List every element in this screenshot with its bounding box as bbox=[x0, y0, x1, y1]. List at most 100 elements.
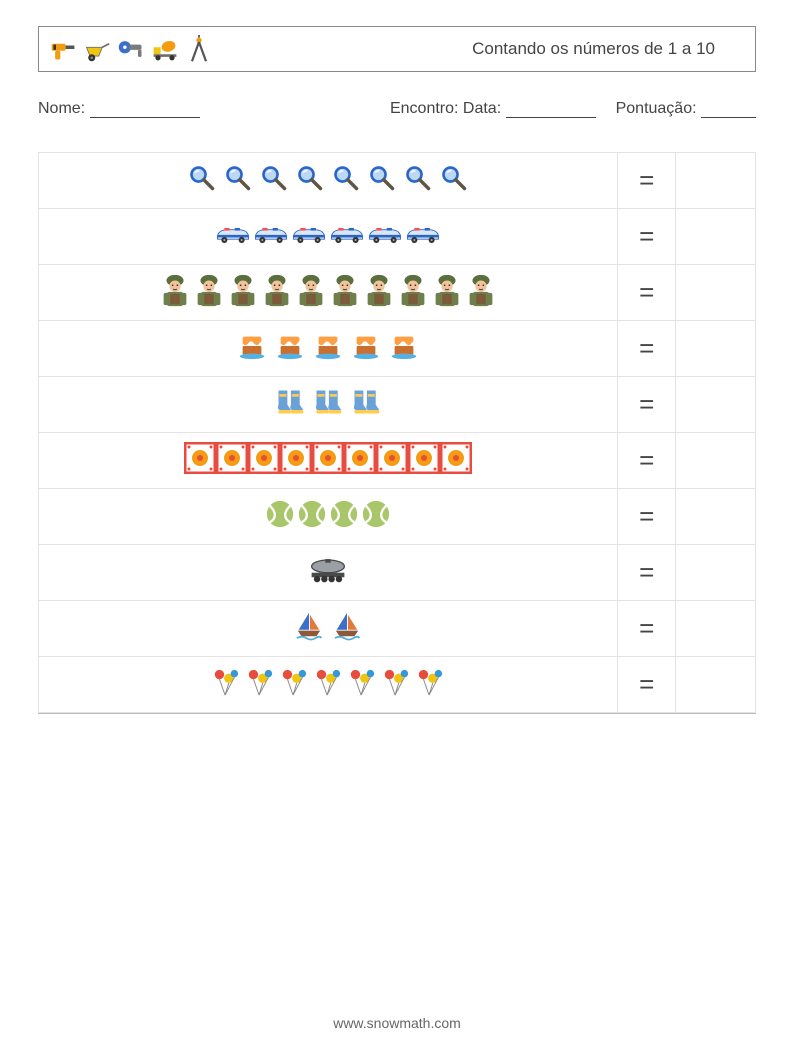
car-icon bbox=[252, 222, 290, 246]
answer-cell[interactable] bbox=[676, 489, 756, 545]
items-cell bbox=[39, 601, 618, 657]
items-cell bbox=[39, 657, 618, 713]
header-tool-icons bbox=[49, 35, 213, 63]
ball-icon bbox=[265, 499, 295, 529]
soldier-icon bbox=[228, 272, 258, 308]
answer-cell[interactable] bbox=[676, 209, 756, 265]
answer-cell[interactable] bbox=[676, 545, 756, 601]
magnifier-icon bbox=[296, 164, 324, 192]
car-icon bbox=[214, 222, 252, 246]
table-row: = bbox=[39, 377, 756, 433]
magnifier-icon bbox=[332, 164, 360, 192]
meta-row: Nome: Encontro: Data: Pontuação: bbox=[38, 100, 756, 118]
answer-cell[interactable] bbox=[676, 657, 756, 713]
equals-cell: = bbox=[618, 545, 676, 601]
table-row: = bbox=[39, 433, 756, 489]
boots-icon bbox=[275, 386, 305, 418]
score-blank[interactable] bbox=[701, 102, 756, 118]
alarm-icon bbox=[184, 442, 216, 474]
soldier-icon bbox=[398, 272, 428, 308]
sailboat-icon bbox=[333, 611, 361, 641]
table-row: = bbox=[39, 209, 756, 265]
magnifier-icon bbox=[404, 164, 432, 192]
equals-cell: = bbox=[618, 657, 676, 713]
cake-icon bbox=[351, 331, 381, 361]
items-cell bbox=[39, 433, 618, 489]
name-label: Nome: bbox=[38, 100, 85, 117]
balloons-icon bbox=[212, 667, 240, 697]
answer-cell[interactable] bbox=[676, 321, 756, 377]
car-icon bbox=[366, 222, 404, 246]
table-row: = bbox=[39, 153, 756, 209]
balloons-icon bbox=[382, 667, 410, 697]
answer-cell[interactable] bbox=[676, 377, 756, 433]
soldier-icon bbox=[466, 272, 496, 308]
wheelbarrow-icon bbox=[83, 35, 111, 63]
date-field: Encontro: Data: bbox=[390, 100, 596, 118]
name-blank[interactable] bbox=[90, 102, 200, 118]
car-icon bbox=[404, 222, 442, 246]
alarm-icon bbox=[248, 442, 280, 474]
ball-icon bbox=[297, 499, 327, 529]
balloons-icon bbox=[416, 667, 444, 697]
name-field: Nome: bbox=[38, 100, 390, 118]
equals-cell: = bbox=[618, 601, 676, 657]
cake-icon bbox=[237, 331, 267, 361]
items-cell bbox=[39, 321, 618, 377]
score-field: Pontuação: bbox=[616, 100, 756, 118]
table-row: = bbox=[39, 601, 756, 657]
soldier-icon bbox=[330, 272, 360, 308]
alarm-icon bbox=[312, 442, 344, 474]
equals-cell: = bbox=[618, 489, 676, 545]
car-icon bbox=[290, 222, 328, 246]
balloons-icon bbox=[246, 667, 274, 697]
drill-icon bbox=[49, 35, 77, 63]
score-label: Pontuação: bbox=[616, 100, 697, 117]
answer-cell[interactable] bbox=[676, 601, 756, 657]
soldier-icon bbox=[364, 272, 394, 308]
answer-cell[interactable] bbox=[676, 433, 756, 489]
compass-icon bbox=[185, 35, 213, 63]
equals-cell: = bbox=[618, 377, 676, 433]
equals-cell: = bbox=[618, 433, 676, 489]
balloons-icon bbox=[314, 667, 342, 697]
sailboat-icon bbox=[295, 611, 323, 641]
alarm-icon bbox=[408, 442, 440, 474]
footer-url: www.snowmath.com bbox=[0, 1015, 794, 1031]
magnifier-icon bbox=[224, 164, 252, 192]
table-row: = bbox=[39, 657, 756, 713]
cement-truck-icon bbox=[151, 35, 179, 63]
car-icon bbox=[328, 222, 366, 246]
alarm-icon bbox=[440, 442, 472, 474]
items-cell bbox=[39, 153, 618, 209]
equals-cell: = bbox=[618, 153, 676, 209]
alarm-icon bbox=[376, 442, 408, 474]
equals-cell: = bbox=[618, 209, 676, 265]
boots-icon bbox=[313, 386, 343, 418]
table-row: = bbox=[39, 265, 756, 321]
items-cell bbox=[39, 209, 618, 265]
answer-cell[interactable] bbox=[676, 153, 756, 209]
tanker-icon bbox=[308, 557, 348, 583]
date-label: Encontro: Data: bbox=[390, 100, 501, 117]
date-blank[interactable] bbox=[506, 102, 596, 118]
magnifier-icon bbox=[188, 164, 216, 192]
magnifier-icon bbox=[440, 164, 468, 192]
equals-cell: = bbox=[618, 321, 676, 377]
table-row: = bbox=[39, 545, 756, 601]
items-cell bbox=[39, 489, 618, 545]
cake-icon bbox=[275, 331, 305, 361]
soldier-icon bbox=[296, 272, 326, 308]
counting-table: = = = = = = = = = = bbox=[38, 152, 756, 713]
items-cell bbox=[39, 545, 618, 601]
items-cell bbox=[39, 265, 618, 321]
alarm-icon bbox=[344, 442, 376, 474]
answer-cell[interactable] bbox=[676, 265, 756, 321]
cake-icon bbox=[313, 331, 343, 361]
magnifier-icon bbox=[260, 164, 288, 192]
alarm-icon bbox=[280, 442, 312, 474]
items-cell bbox=[39, 377, 618, 433]
soldier-icon bbox=[432, 272, 462, 308]
cake-icon bbox=[389, 331, 419, 361]
ball-icon bbox=[329, 499, 359, 529]
